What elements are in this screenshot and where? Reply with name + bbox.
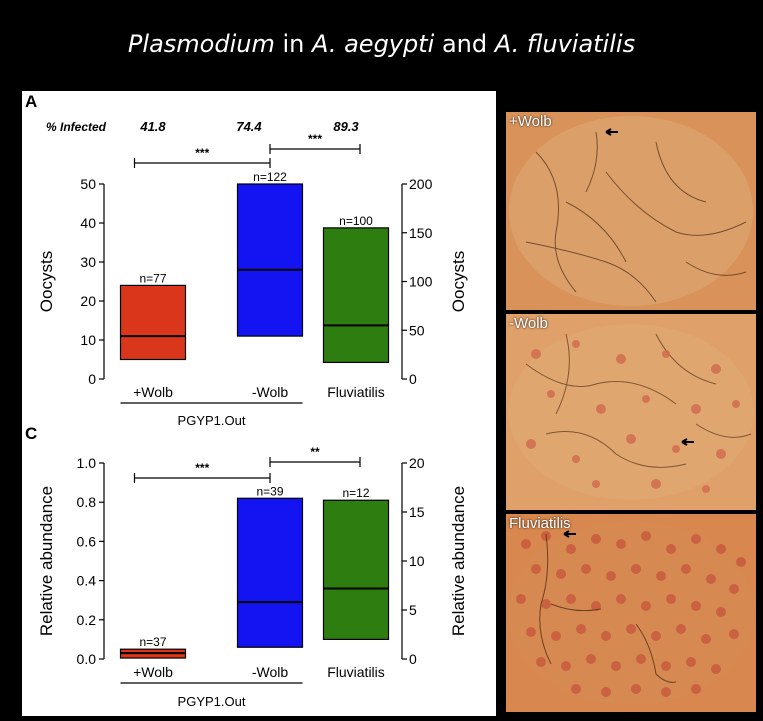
infected-value-wolb-minus: 74.4 (236, 119, 262, 134)
chart-c-ytick-label-left: 1.0 (77, 455, 97, 471)
micrograph-wolb-minus: -Wolb (506, 314, 756, 510)
title-italic-2: A. aegypti (311, 30, 435, 58)
chart-c-n-label-2: n=12 (342, 486, 369, 500)
chart-c-ytick-label-left: 0.6 (77, 533, 97, 549)
title-italic-1: Plasmodium (127, 30, 275, 58)
chart-c-sig-label-1: ** (310, 445, 320, 459)
chart-a-ytick-label-left: 0 (88, 371, 96, 387)
micrograph-wolb-minus-image (506, 314, 756, 510)
infected-label: % Infected (46, 120, 107, 134)
chart-a-ytick-label-left: 50 (80, 176, 96, 192)
chart-a-box-2 (322, 227, 390, 364)
chart-a-box-0 (119, 284, 187, 361)
chart-c-ytick-label-left: 0.2 (77, 612, 97, 628)
chart-panel: A C % Infected 41.8 74.4 89.3 0 10 20 30 40 5… (22, 91, 496, 716)
chart-c-ylabel-right: Relative abundance (449, 486, 468, 636)
chart-c-ytick-label-right: 5 (409, 602, 417, 618)
micrograph-panel: +Wolb -Wolb (506, 112, 756, 712)
chart-a-group-label: PGYP1.Out (178, 413, 246, 428)
micrograph-label-wolb-minus: -Wolb (509, 315, 548, 332)
infected-value-fluviatilis: 89.3 (333, 119, 359, 134)
chart-a-ytick-label-right: 150 (409, 225, 433, 241)
chart-c-ytick-label-left: 0.4 (77, 573, 97, 589)
chart-c-ytick-label-right: 0 (409, 651, 417, 667)
chart-a-category-label-2: Fluviatilis (327, 384, 385, 400)
chart-c-sig-label-0: *** (195, 461, 209, 475)
chart-c-ytick-label-left: 0.8 (77, 494, 97, 510)
chart-a-n-label-0: n=77 (139, 271, 166, 285)
chart-a-ytick-label-left: 20 (80, 293, 96, 309)
chart-a-sig-label-0: *** (195, 146, 209, 160)
chart-a-box-1 (236, 183, 304, 337)
chart-c-category-label-1: -Wolb (252, 664, 289, 680)
chart-a-ytick-label-right: 200 (409, 176, 433, 192)
chart-c-n-label-0: n=37 (139, 635, 166, 649)
chart-c: 0.0 0.2 0.4 0.6 0.8 1.0 0 5 10 15 20 Relative abund… (37, 445, 468, 709)
chart-c-group-label: PGYP1.Out (178, 694, 246, 709)
chart-c-ytick-label-right: 20 (409, 455, 425, 471)
oocyst-dots-wolb-minus (526, 340, 740, 493)
chart-c-category-label-0: +Wolb (133, 664, 173, 680)
micrograph-fluviatilis: Fluviatilis (506, 514, 756, 712)
panel-label-b: B (470, 91, 483, 110)
chart-c-ytick-label-right: 15 (409, 504, 425, 520)
chart-a-ytick-label-right: 0 (409, 371, 417, 387)
chart-a-n-label-1: n=122 (253, 170, 287, 184)
chart-c-box-1 (236, 497, 304, 648)
chart-a: 0 10 20 30 40 50 0 50 100 150 200 Oocysts Oocysts n=7… (37, 132, 468, 428)
micrograph-wolb-plus-image (506, 112, 756, 310)
chart-c-n-label-1: n=39 (256, 484, 283, 498)
chart-a-ytick-label-left: 30 (80, 254, 96, 270)
charts-svg: A C % Infected 41.8 74.4 89.3 0 10 20 30 40 5… (25, 92, 468, 709)
chart-c-category-label-2: Fluviatilis (327, 664, 385, 680)
chart-c-ytick-label-right: 10 (409, 553, 425, 569)
chart-a-category-label-1: -Wolb (252, 384, 289, 400)
micrograph-label-wolb-plus: +Wolb (509, 113, 552, 130)
micrograph-fluviatilis-image (506, 514, 756, 712)
micrograph-label-fluviatilis: Fluviatilis (509, 515, 571, 532)
title-text-1: in (274, 30, 312, 58)
title-italic-3: A. fluviatilis (494, 30, 636, 58)
chart-a-n-label-2: n=100 (339, 214, 373, 228)
figure-title: Plasmodium in A. aegypti and A. fluviati… (0, 30, 763, 58)
micrograph-wolb-plus: +Wolb (506, 112, 756, 310)
oocyst-dots-fluviatilis (516, 531, 746, 697)
chart-a-ylabel-right: Oocysts (449, 251, 468, 312)
chart-a-ytick-label-left: 40 (80, 215, 96, 231)
chart-a-ylabel-left: Oocysts (37, 251, 56, 312)
chart-c-box-2 (322, 499, 390, 640)
infected-value-wolb-plus: 41.8 (139, 119, 166, 134)
chart-a-category-label-0: +Wolb (133, 384, 173, 400)
panel-label-c: C (25, 424, 37, 443)
title-text-2: and (434, 30, 495, 58)
chart-c-ytick-label-left: 0.0 (77, 651, 97, 667)
chart-a-sig-label-1: *** (308, 132, 322, 146)
chart-c-ylabel-left: Relative abundance (37, 486, 56, 636)
chart-a-ytick-label-right: 100 (409, 274, 433, 290)
chart-a-ytick-label-left: 10 (80, 332, 96, 348)
panel-label-a: A (25, 92, 37, 111)
chart-a-ytick-label-right: 50 (409, 322, 425, 338)
